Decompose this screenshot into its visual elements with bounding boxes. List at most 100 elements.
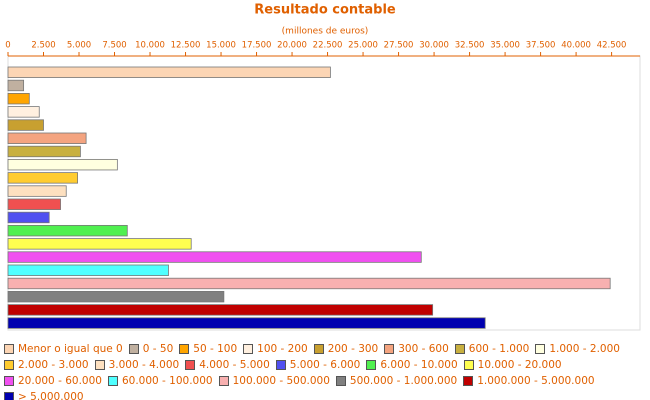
x-tick-label: 22.500 [313, 41, 343, 51]
legend-swatch [4, 344, 14, 354]
legend-item: 300 - 600 [384, 343, 449, 355]
legend-item: 1.000.000 - 5.000.000 [463, 375, 595, 387]
bar [7, 158, 118, 171]
bar [7, 66, 331, 78]
x-tick-label: 20.000 [277, 41, 307, 51]
legend-label: > 5.000.000 [18, 391, 84, 400]
legend-item: 20.000 - 60.000 [4, 375, 102, 387]
bar [7, 185, 67, 197]
x-tick-label: 0 [5, 41, 10, 51]
x-tick-label: 32.500 [455, 41, 485, 51]
chart-title: Resultado contable [254, 3, 396, 18]
bar [7, 79, 25, 92]
legend-label: 500.000 - 1.000.000 [349, 375, 458, 387]
legend-label: 5.000 - 6.000 [289, 359, 361, 371]
legend-swatch [4, 392, 14, 400]
legend-swatch [463, 376, 474, 386]
legend-swatch [275, 360, 286, 370]
legend-swatch [384, 344, 395, 354]
legend-item: Menor o igual que 0 [4, 343, 123, 355]
x-tick-label: 5.000 [67, 41, 91, 51]
legend-swatch [313, 344, 324, 354]
legend-label: 60.000 - 100.000 [121, 375, 213, 387]
legend-item: 500.000 - 1.000.000 [335, 375, 458, 387]
legend-label: 20.000 - 60.000 [18, 375, 102, 387]
legend-swatch [107, 376, 118, 386]
legend-swatch [463, 360, 474, 370]
legend-swatch [218, 376, 229, 386]
bar [7, 251, 422, 263]
legend-item: 100 - 200 [243, 343, 308, 355]
bar [7, 198, 61, 210]
legend-swatch [128, 344, 139, 354]
legend-label: 200 - 300 [327, 343, 379, 355]
legend-swatch [4, 360, 14, 370]
bar [7, 145, 81, 158]
legend-swatch [335, 376, 346, 386]
legend-item: 2.000 - 3.000 [4, 359, 89, 371]
legend-label: 100.000 - 500.000 [232, 375, 330, 387]
legend-item: 1.000 - 2.000 [535, 343, 620, 355]
bar [7, 290, 225, 303]
legend: Menor o igual que 0 0 - 50 50 - 100 100 - 2… [4, 343, 646, 400]
bar [7, 211, 50, 224]
chart: Resultado contable (millones de euros) 0… [5, 3, 641, 331]
bar [7, 224, 128, 237]
x-tick-label: 42.500 [597, 41, 627, 51]
x-tick-label: 2.500 [31, 41, 55, 51]
legend-item: > 5.000.000 [4, 391, 84, 400]
legend-label: Menor o igual que 0 [18, 343, 123, 355]
legend-item: 0 - 50 [128, 343, 174, 355]
bar [7, 304, 434, 316]
legend-label: 600 - 1.000 [468, 343, 530, 355]
legend-item: 200 - 300 [313, 343, 379, 355]
legend-label: 100 - 200 [257, 343, 308, 355]
x-tick-label: 40.000 [561, 41, 591, 51]
x-tick-label: 27.500 [384, 41, 414, 51]
legend-item: 100.000 - 500.000 [218, 375, 330, 387]
x-tick-label: 30.000 [419, 41, 449, 51]
bar [7, 277, 611, 290]
bar [7, 317, 486, 329]
legend-swatch [179, 344, 190, 354]
legend-swatch [94, 360, 105, 370]
legend-item: 60.000 - 100.000 [107, 375, 213, 387]
legend-label: 50 - 100 [193, 343, 238, 355]
legend-swatch [535, 344, 546, 354]
legend-swatch [366, 360, 377, 370]
legend-item: 3.000 - 4.000 [94, 359, 180, 371]
x-tick-label: 12.500 [171, 41, 201, 51]
legend-label: 6.000 - 10.000 [380, 359, 458, 371]
legend-label: 300 - 600 [398, 343, 449, 355]
legend-item: 6.000 - 10.000 [366, 359, 458, 371]
chart-subtitle: (millones de euros) [282, 27, 369, 37]
x-tick-label: 15.000 [206, 41, 236, 51]
x-tick-label: 37.500 [526, 41, 556, 51]
bar [7, 172, 78, 184]
bar [7, 238, 192, 250]
legend-swatch [4, 376, 14, 386]
legend-label: 2.000 - 3.000 [18, 359, 89, 371]
legend-label: 1.000 - 2.000 [549, 343, 620, 355]
legend-item: 600 - 1.000 [454, 343, 530, 355]
bar [7, 264, 169, 276]
legend-swatch [185, 360, 196, 370]
legend-item: 4.000 - 5.000 [185, 359, 270, 371]
legend-item: 50 - 100 [179, 343, 237, 355]
x-tick-label: 17.500 [242, 41, 272, 51]
x-tick-label: 25.000 [348, 41, 378, 51]
legend-label: 3.000 - 4.000 [108, 359, 180, 371]
bar [7, 119, 44, 131]
bar [7, 106, 40, 118]
legend-label: 10.000 - 20.000 [477, 359, 562, 371]
bar [7, 93, 30, 105]
x-tick-label: 7.500 [102, 41, 126, 51]
bar [7, 132, 87, 144]
legend-label: 0 - 50 [142, 343, 174, 355]
legend-swatch [243, 344, 254, 354]
legend-label: 4.000 - 5.000 [199, 359, 270, 371]
x-tick-label: 10.000 [135, 41, 165, 51]
x-tick-label: 35.000 [490, 41, 520, 51]
legend-item: 10.000 - 20.000 [463, 359, 562, 371]
